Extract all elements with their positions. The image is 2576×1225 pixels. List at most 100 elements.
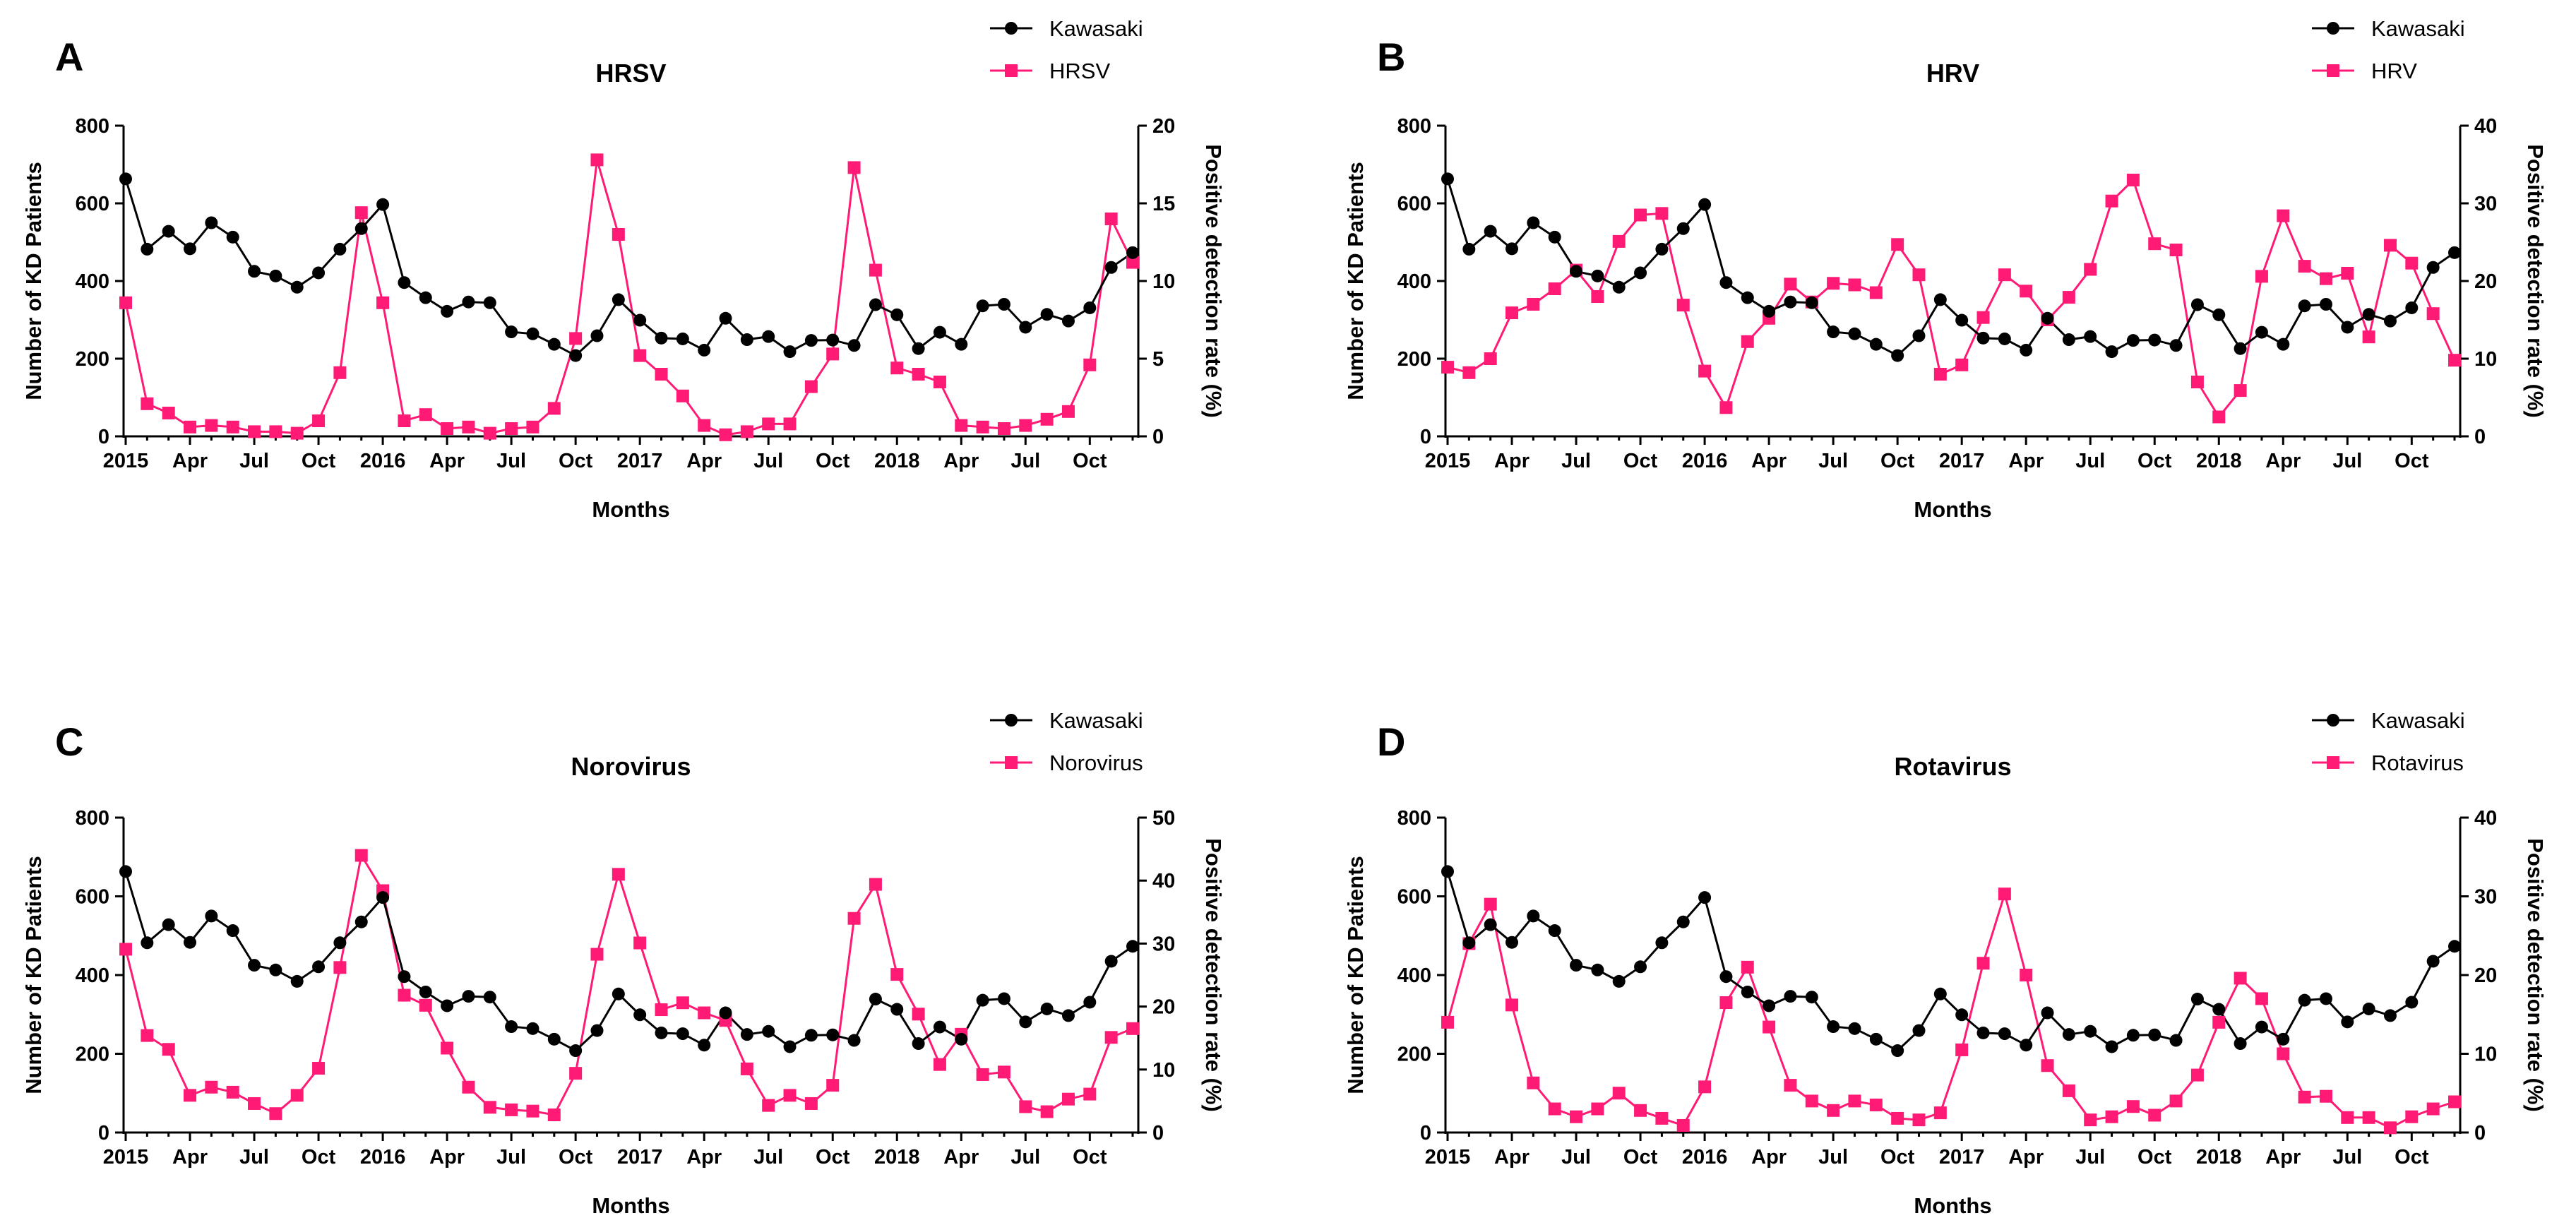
data-point-kawasaki bbox=[698, 343, 711, 357]
data-point-norovirus bbox=[354, 849, 368, 862]
left-tick-label: 0 bbox=[98, 426, 109, 448]
data-point-kawasaki bbox=[1083, 996, 1097, 1009]
right-tick-label: 0 bbox=[1152, 426, 1164, 448]
data-point-kawasaki bbox=[526, 327, 539, 340]
data-point-kawasaki bbox=[1891, 349, 1904, 362]
data-point-kawasaki bbox=[119, 172, 132, 186]
data-point-hrv bbox=[1676, 299, 1690, 312]
data-point-norovirus bbox=[933, 1058, 946, 1071]
data-point-rotavirus bbox=[2234, 972, 2247, 985]
x-tick-label: 2017 bbox=[617, 450, 663, 472]
data-point-kawasaki bbox=[933, 325, 946, 339]
right-tick-label: 5 bbox=[1152, 348, 1164, 371]
left-tick-label: 0 bbox=[1420, 426, 1431, 448]
data-point-norovirus bbox=[612, 868, 625, 881]
data-point-norovirus bbox=[997, 1065, 1010, 1079]
data-point-hrsv bbox=[869, 263, 882, 277]
data-point-kawasaki bbox=[2426, 955, 2440, 968]
legend-label-kawasaki: Kawasaki bbox=[1049, 708, 1143, 733]
data-point-kawasaki bbox=[1570, 959, 1583, 972]
x-tick-label: Oct bbox=[1880, 1146, 1915, 1169]
x-tick-label: Jul bbox=[753, 450, 783, 472]
x-tick-label: Apr bbox=[429, 450, 465, 472]
data-point-rotavirus bbox=[2383, 1121, 2397, 1135]
x-tick-label: Apr bbox=[1494, 450, 1530, 472]
data-point-kawasaki bbox=[1061, 314, 1075, 328]
data-point-kawasaki bbox=[462, 990, 475, 1003]
x-tick-label: Jul bbox=[2332, 1146, 2362, 1169]
data-point-hrv bbox=[1741, 335, 1754, 348]
data-point-kawasaki bbox=[1891, 1044, 1904, 1058]
data-point-kawasaki bbox=[226, 924, 239, 938]
x-tick-label: 2017 bbox=[1939, 450, 1985, 472]
data-point-hrv bbox=[2319, 272, 2332, 285]
data-point-kawasaki bbox=[2105, 1040, 2118, 1053]
data-point-rotavirus bbox=[2126, 1100, 2140, 1113]
x-tick-label: Jul bbox=[1010, 1146, 1040, 1169]
right-tick-label: 20 bbox=[2474, 964, 2497, 987]
data-point-kawasaki bbox=[2362, 1002, 2375, 1015]
data-point-hrv bbox=[2255, 270, 2268, 283]
data-point-hrsv bbox=[955, 419, 968, 432]
data-point-hrv bbox=[2126, 174, 2140, 186]
data-point-kawasaki bbox=[1126, 246, 1139, 259]
chart-plot: HRSV 0 200 400 600 800 0 5 10 15 20 2015 Apr Jul Oct 20… bbox=[21, 16, 1226, 522]
data-point-hrv bbox=[1527, 298, 1540, 311]
data-point-hrv bbox=[1591, 290, 1604, 303]
data-point-kawasaki bbox=[290, 974, 304, 988]
data-point-kawasaki bbox=[2362, 308, 2375, 321]
data-point-kawasaki bbox=[1019, 321, 1032, 334]
x-axis-title: Months bbox=[1914, 1193, 1991, 1218]
data-point-kawasaki bbox=[441, 999, 454, 1012]
data-point-kawasaki bbox=[376, 891, 390, 904]
x-tick-label: 2018 bbox=[2196, 1146, 2242, 1169]
data-point-kawasaki bbox=[1869, 337, 1883, 351]
data-point-kawasaki bbox=[419, 291, 432, 304]
x-tick-label: Oct bbox=[1623, 450, 1658, 472]
data-point-rotavirus bbox=[2190, 1068, 2204, 1082]
data-point-kawasaki bbox=[1548, 924, 1561, 938]
left-tick-label: 200 bbox=[1397, 1044, 1431, 1066]
left-tick-label: 600 bbox=[76, 886, 109, 909]
x-tick-label: Apr bbox=[1751, 1146, 1787, 1169]
data-point-kawasaki bbox=[1061, 1009, 1075, 1022]
x-tick-label: Jul bbox=[239, 1146, 269, 1169]
data-point-kawasaki bbox=[869, 298, 882, 311]
data-point-hrv bbox=[2383, 239, 2397, 252]
right-tick-label: 0 bbox=[1152, 1122, 1164, 1145]
data-point-hrsv bbox=[441, 422, 454, 435]
data-point-kawasaki bbox=[976, 299, 989, 313]
right-tick-label: 10 bbox=[1152, 1059, 1175, 1082]
x-tick-label: Apr bbox=[1494, 1146, 1530, 1169]
data-point-kawasaki bbox=[1719, 276, 1733, 289]
data-point-rotavirus bbox=[1784, 1079, 1797, 1092]
data-point-rotavirus bbox=[1891, 1111, 1904, 1125]
data-point-kawasaki bbox=[762, 330, 775, 343]
data-point-kawasaki bbox=[1484, 225, 1497, 238]
x-tick-label: Oct bbox=[1073, 450, 1107, 472]
data-point-kawasaki bbox=[119, 865, 132, 878]
right-tick-label: 30 bbox=[1152, 933, 1175, 955]
data-point-hrv bbox=[2448, 354, 2461, 367]
chart-plot: Norovirus 0 200 400 600 800 0 10 20 30 40 50 2015 Apr… bbox=[21, 708, 1226, 1218]
data-point-kawasaki bbox=[1505, 936, 1519, 949]
data-point-rotavirus bbox=[2084, 1113, 2097, 1127]
left-tick-label: 0 bbox=[98, 1122, 109, 1145]
data-point-rotavirus bbox=[1698, 1080, 1712, 1094]
data-point-kawasaki bbox=[462, 295, 475, 309]
data-point-norovirus bbox=[205, 1080, 218, 1094]
data-point-rotavirus bbox=[2405, 1110, 2419, 1123]
data-point-hrsv bbox=[1019, 419, 1032, 432]
right-tick-label: 15 bbox=[1152, 193, 1175, 215]
data-point-kawasaki bbox=[655, 331, 668, 345]
chart-title: HRSV bbox=[595, 59, 666, 88]
series-line-kawasaki bbox=[1446, 871, 2455, 1052]
series-line-kawasaki bbox=[124, 178, 1133, 357]
data-point-hrv bbox=[2298, 260, 2311, 273]
data-point-hrsv bbox=[483, 426, 496, 440]
data-point-kawasaki bbox=[483, 296, 496, 309]
panel-a: A HRSV 0 200 400 600 800 0 5 10 15 20 2015 Apr Jul Oct… bbox=[21, 16, 1226, 522]
x-tick-label: Oct bbox=[302, 450, 336, 472]
data-point-rotavirus bbox=[2426, 1102, 2440, 1116]
data-point-kawasaki bbox=[976, 993, 989, 1007]
